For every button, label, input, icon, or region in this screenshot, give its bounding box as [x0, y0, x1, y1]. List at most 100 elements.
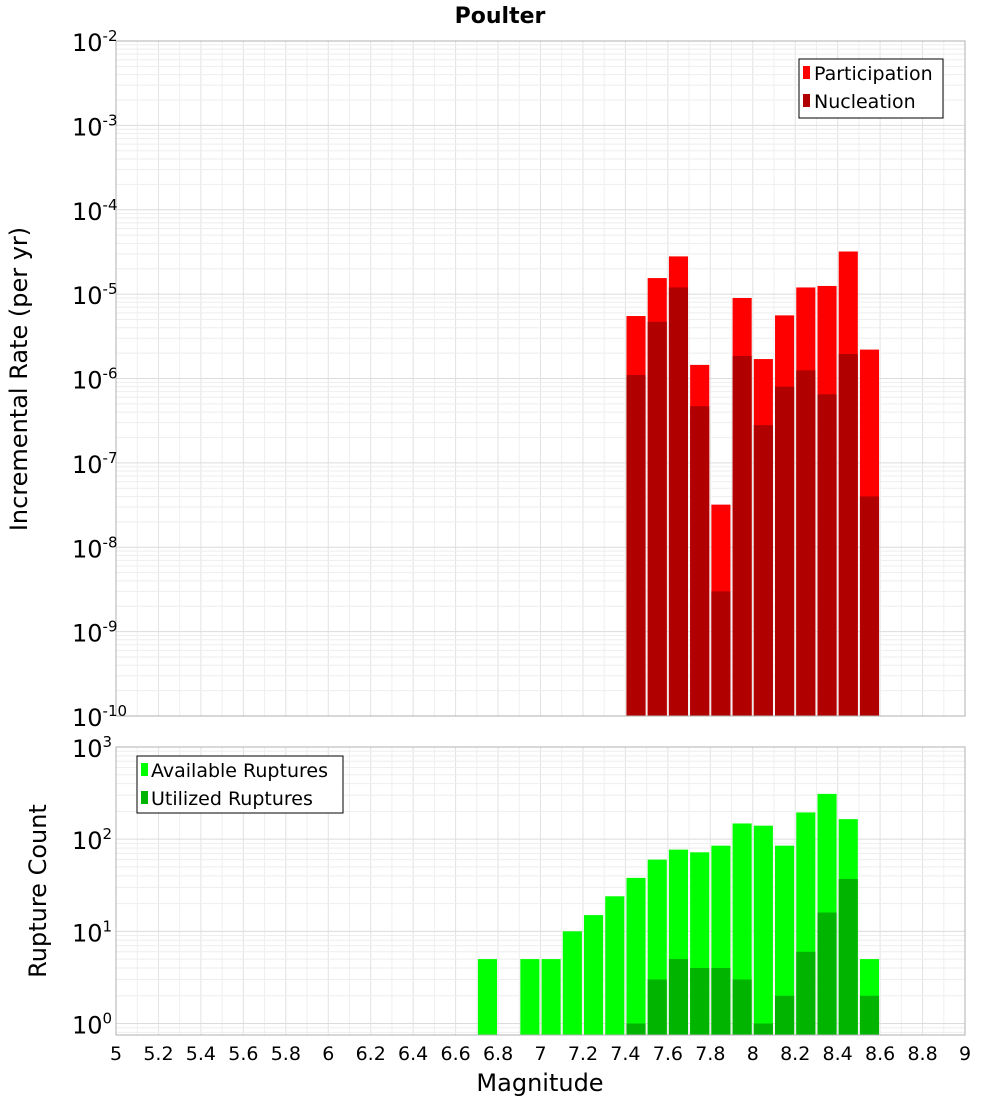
top-bar-nucleation: [626, 375, 646, 716]
top-bar-nucleation: [647, 321, 667, 716]
top-bar-nucleation: [859, 496, 880, 716]
top-y-tick-label: 10-9: [72, 618, 118, 648]
top-y-tick-exponent: -8: [103, 533, 118, 551]
top-y-tick-mantissa: 10: [72, 198, 103, 226]
legend-label-utilized-ruptures: Utilized Ruptures: [151, 788, 313, 810]
bottom-y-tick-label: 100: [72, 1009, 112, 1039]
x-tick-label: 8.8: [907, 1043, 937, 1065]
top-y-tick-mantissa: 10: [72, 620, 103, 648]
bottom-bar-available-ruptures: [626, 877, 646, 1035]
x-tick-label: 5.6: [228, 1043, 258, 1065]
bottom-y-axis-label: Rupture Count: [24, 804, 52, 978]
x-tick-label: 6.6: [440, 1043, 470, 1065]
top-y-tick-mantissa: 10: [72, 535, 103, 563]
x-tick-label: 8: [747, 1043, 759, 1065]
top-bar-nucleation: [775, 386, 795, 716]
x-tick-label: 8.4: [823, 1043, 853, 1065]
top-y-tick-mantissa: 10: [72, 282, 103, 310]
bottom-bar-utilized-ruptures: [817, 912, 837, 1035]
top-y-tick-mantissa: 10: [72, 29, 103, 57]
x-tick-label: 8.6: [865, 1043, 895, 1065]
top-y-tick-exponent: -9: [103, 618, 118, 636]
chart-title: Poulter: [455, 4, 546, 29]
top-y-tick-exponent: -7: [103, 449, 118, 467]
top-bar-nucleation: [838, 354, 858, 716]
bottom-bar-utilized-ruptures: [753, 1023, 773, 1035]
legend-swatch-nucleation: [803, 94, 810, 107]
top-y-axis-label: Incremental Rate (per yr): [5, 227, 33, 531]
top-bars: [626, 251, 880, 716]
top-y-tick-label: 10-8: [72, 533, 118, 563]
top-panel: 10-210-310-410-510-610-710-810-910-10 In…: [5, 27, 966, 732]
x-tick-label: 9: [959, 1043, 971, 1065]
top-y-tick-exponent: -2: [103, 27, 118, 45]
bottom-bar-utilized-ruptures: [859, 995, 880, 1035]
bottom-bars: [477, 793, 880, 1035]
bottom-y-tick-exponent: 1: [103, 917, 113, 935]
bottom-bar-utilized-ruptures: [626, 1023, 646, 1035]
bottom-y-tick-mantissa: 10: [72, 919, 103, 947]
x-tick-label: 7.8: [695, 1043, 725, 1065]
bottom-bar-available-ruptures: [753, 825, 773, 1035]
x-tick-label: 7.4: [610, 1043, 640, 1065]
bottom-y-tick-exponent: 0: [103, 1009, 113, 1027]
top-grid: [115, 40, 966, 717]
bottom-bar-available-ruptures: [562, 931, 582, 1035]
bottom-bar-utilized-ruptures: [690, 967, 710, 1035]
top-y-tick-exponent: -6: [103, 365, 118, 383]
top-y-tick-exponent: -3: [103, 111, 118, 129]
bottom-bar-utilized-ruptures: [711, 967, 731, 1035]
bottom-bar-utilized-ruptures: [668, 959, 689, 1035]
top-y-tick-label: 10-10: [72, 702, 127, 732]
legend-swatch-utilized-ruptures: [141, 791, 148, 804]
bottom-bar-utilized-ruptures: [775, 995, 795, 1035]
top-bar-nucleation: [732, 355, 752, 716]
top-bar-nucleation: [690, 406, 710, 716]
bottom-y-tick-label: 102: [72, 825, 112, 855]
x-tick-label: 5.8: [271, 1043, 301, 1065]
bottom-y-tick-mantissa: 10: [72, 735, 103, 763]
top-bar-nucleation: [796, 370, 816, 716]
x-tick-label: 8.2: [780, 1043, 810, 1065]
top-bar-nucleation: [711, 591, 731, 716]
bottom-bar-available-ruptures: [520, 959, 540, 1035]
bottom-bar-utilized-ruptures: [838, 878, 858, 1035]
x-tick-label: 6: [322, 1043, 334, 1065]
x-tick-label: 7.6: [653, 1043, 683, 1065]
bottom-bar-available-ruptures: [775, 845, 795, 1035]
top-bar-nucleation: [753, 425, 773, 716]
top-y-tick-exponent: -5: [103, 280, 118, 298]
bottom-y-tick-label: 101: [72, 917, 112, 947]
bottom-y-tick-exponent: 3: [103, 733, 113, 751]
legend-label-participation: Participation: [814, 63, 933, 85]
top-legend: Participation Nucleation: [798, 58, 944, 119]
x-tick-label: 5.2: [143, 1043, 173, 1065]
bottom-y-tick-exponent: 2: [103, 825, 113, 843]
bottom-y-tick-mantissa: 10: [72, 827, 103, 855]
top-y-tick-label: 10-2: [72, 27, 118, 57]
bottom-bar-utilized-ruptures: [796, 951, 816, 1035]
bottom-bar-available-ruptures: [605, 896, 625, 1035]
x-tick-label: 5.4: [186, 1043, 216, 1065]
legend-label-nucleation: Nucleation: [814, 91, 916, 113]
top-y-tick-label: 10-4: [72, 196, 118, 226]
top-y-tick-exponent: -4: [103, 196, 118, 214]
x-tick-label: 5: [110, 1043, 122, 1065]
x-ticks: 5 5.2 5.4 5.6 5.8 6 6.2 6.4 6.6 6.8 7 7.2 7.4 7.6 7.8 8…: [110, 1043, 971, 1065]
bottom-bar-utilized-ruptures: [732, 979, 752, 1035]
bottom-bar-available-ruptures: [584, 915, 604, 1035]
x-axis-label: Magnitude: [476, 1069, 603, 1097]
legend-swatch-participation: [803, 66, 810, 79]
top-y-tick-mantissa: 10: [72, 367, 103, 395]
top-bar-nucleation: [817, 394, 837, 716]
bottom-legend-box: [136, 755, 344, 814]
top-y-ticks: 10-210-310-410-510-610-710-810-910-10: [72, 27, 127, 732]
top-y-tick-exponent: -10: [103, 702, 128, 720]
x-tick-label: 7.2: [568, 1043, 598, 1065]
top-bar-nucleation: [668, 287, 689, 716]
bottom-bar-available-ruptures: [477, 959, 497, 1035]
top-y-tick-label: 10-6: [72, 365, 118, 395]
